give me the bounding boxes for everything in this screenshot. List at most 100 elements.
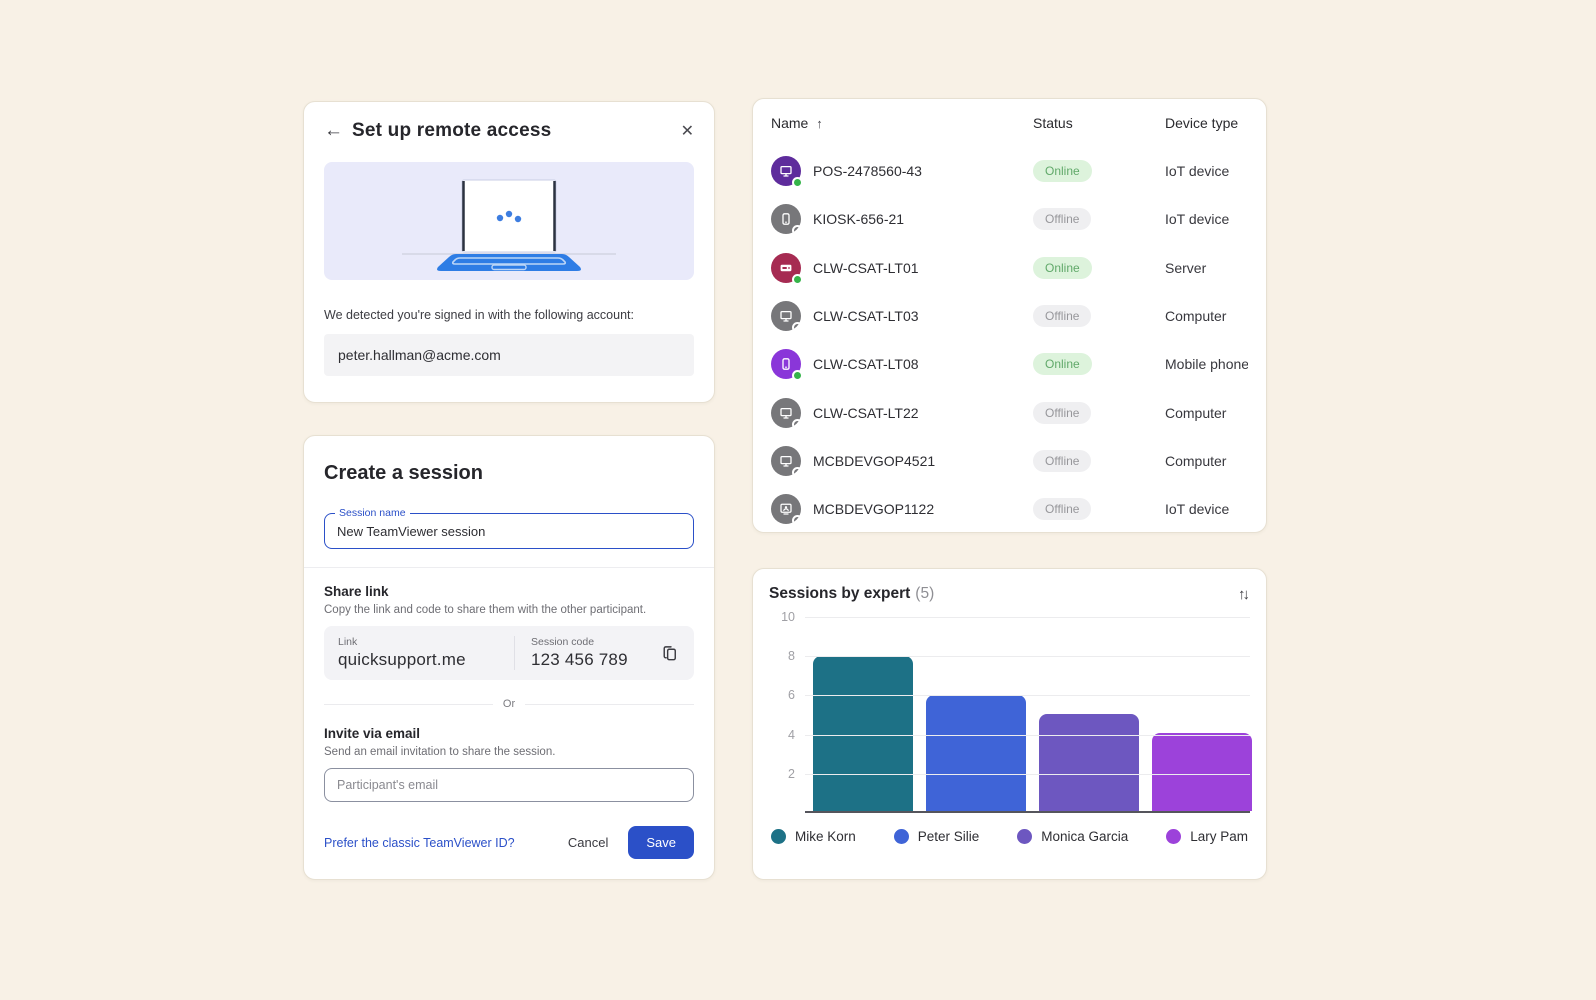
device-name: MCBDEVGOP4521 [813,452,936,469]
column-header-device-type[interactable]: Device type [1165,115,1239,131]
table-row[interactable]: CLW-CSAT-LT01 Online Server [771,244,1248,292]
y-axis-tick-label: 8 [788,649,795,664]
link-value: quicksupport.me [338,650,466,669]
server-icon [771,252,803,285]
device-type-cell: Mobile phone [1165,356,1248,373]
copy-icon[interactable] [661,644,680,663]
y-axis-tick-label: 4 [788,727,795,742]
legend-item: Lary Pam [1166,829,1248,844]
chart-count: (5) [915,585,935,602]
legend-label: Peter Silie [917,829,980,844]
device-type-cell: Computer [1165,452,1227,469]
gridline [805,773,1250,775]
device-type-cell: Server [1165,259,1207,276]
laptop-illustration [324,162,694,280]
device-type-cell: IoT device [1165,501,1230,518]
bar-monica-garcia [1039,714,1139,811]
device-status-cell: Offline [1033,305,1165,328]
bar-mike-korn [813,655,913,811]
device-status-cell: Offline [1033,401,1165,424]
session-code-label: Session code [531,636,595,648]
column-header-status[interactable]: Status [1033,115,1073,131]
device-name-cell: CLW-CSAT-LT01 [771,252,1033,285]
offline-status-dot-icon [792,515,803,527]
share-link-heading: Share link [324,584,389,599]
account-email-field: peter.hallman@acme.com [324,334,694,376]
offline-status-dot-icon [792,466,803,478]
gridline [805,695,1250,697]
table-row[interactable]: CLW-CSAT-LT22 Offline Computer [771,388,1248,436]
dialog-footer: Prefer the classic TeamViewer ID? Cancel… [324,826,694,859]
table-row[interactable]: POS-2478560-43 Online IoT device [771,147,1248,195]
table-row[interactable]: MCBDEVGOP1122 Offline IoT device [771,485,1248,533]
phone-icon [771,204,803,237]
cancel-button[interactable]: Cancel [567,835,609,850]
status-badge: Offline [1033,498,1092,521]
device-type-cell: IoT device [1165,163,1230,180]
device-type-cell: Computer [1165,308,1227,325]
link-label: Link [338,636,358,648]
classic-teamviewer-id-link[interactable]: Prefer the classic TeamViewer ID? [324,835,515,850]
chart-header: Sessions by expert (5) ↑↓ [769,585,1250,603]
bar-peter-silie [926,694,1026,811]
session-name-field[interactable]: Session name [324,507,694,549]
bar-lary-pam [1152,733,1252,811]
legend-item: Monica Garcia [1017,829,1128,844]
device-type-cell: Computer [1165,404,1227,421]
device-name-cell: POS-2478560-43 [771,156,1033,189]
online-status-dot-icon [792,370,803,382]
monitor-icon [771,301,803,334]
table-row[interactable]: MCBDEVGOP4521 Offline Computer [771,437,1248,485]
device-name-cell: KIOSK-656-21 [771,204,1033,237]
offline-status-dot-icon [792,322,803,334]
legend-dot-icon [1166,829,1182,844]
device-name: MCBDEVGOP1122 [813,501,935,518]
detected-account-text: We detected you're signed in with the fo… [324,308,634,322]
offline-status-dot-icon [792,225,803,237]
sort-toggle-icon[interactable]: ↑↓ [1238,585,1250,603]
gridline [805,656,1250,658]
session-name-input[interactable] [337,523,681,539]
device-name: CLW-CSAT-LT01 [813,259,919,276]
table-row[interactable]: CLW-CSAT-LT03 Offline Computer [771,292,1248,340]
online-status-dot-icon [792,177,803,189]
invite-email-description: Send an email invitation to share the se… [324,746,556,758]
offline-status-dot-icon [792,418,803,430]
device-rows: POS-2478560-43 Online IoT device KIOSK-656-… [771,147,1248,533]
chart-bars [813,617,1252,811]
device-name: POS-2478560-43 [813,163,922,180]
y-axis-tick-label: 6 [788,688,795,703]
device-status-cell: Online [1033,256,1165,279]
gridline [805,734,1250,736]
close-icon[interactable]: ✕ [680,123,694,140]
chart-baseline [805,811,1250,813]
chart-legend: Mike Korn Peter Silie Monica Garcia Lary Pa… [769,829,1250,844]
device-status-cell: Online [1033,160,1165,183]
legend-item: Peter Silie [893,829,980,844]
legend-dot-icon [1017,829,1033,844]
devices-table-card: Name ↑ Status Device type POS-2478560-43… [752,98,1267,533]
table-row[interactable]: CLW-CSAT-LT08 Online Mobile phone [771,340,1248,388]
dialog-title: Create a session [324,462,483,484]
laptop-icon [402,179,616,271]
status-badge: Offline [1033,208,1092,231]
legend-dot-icon [893,829,909,844]
save-button[interactable]: Save [628,826,694,859]
device-name: CLW-CSAT-LT08 [813,356,919,373]
device-status-cell: Offline [1033,498,1165,521]
divider [304,567,714,568]
status-badge: Offline [1033,305,1092,328]
legend-label: Monica Garcia [1041,829,1129,844]
iot-icon [771,494,803,527]
table-row[interactable]: KIOSK-656-21 Offline IoT device [771,195,1248,243]
table-header: Name ↑ Status Device type [771,99,1248,147]
legend-item: Mike Korn [771,829,856,844]
or-divider: Or [324,698,694,710]
back-arrow-icon[interactable]: ← [324,120,343,141]
status-badge: Online [1033,353,1092,376]
bar-chart-plot: 2 4 6 8 10 [769,610,1252,813]
participant-email-input[interactable] [324,768,694,802]
column-header-name[interactable]: Name ↑ [771,115,823,131]
legend-label: Lary Pam [1190,829,1248,844]
device-status-cell: Online [1033,353,1165,376]
